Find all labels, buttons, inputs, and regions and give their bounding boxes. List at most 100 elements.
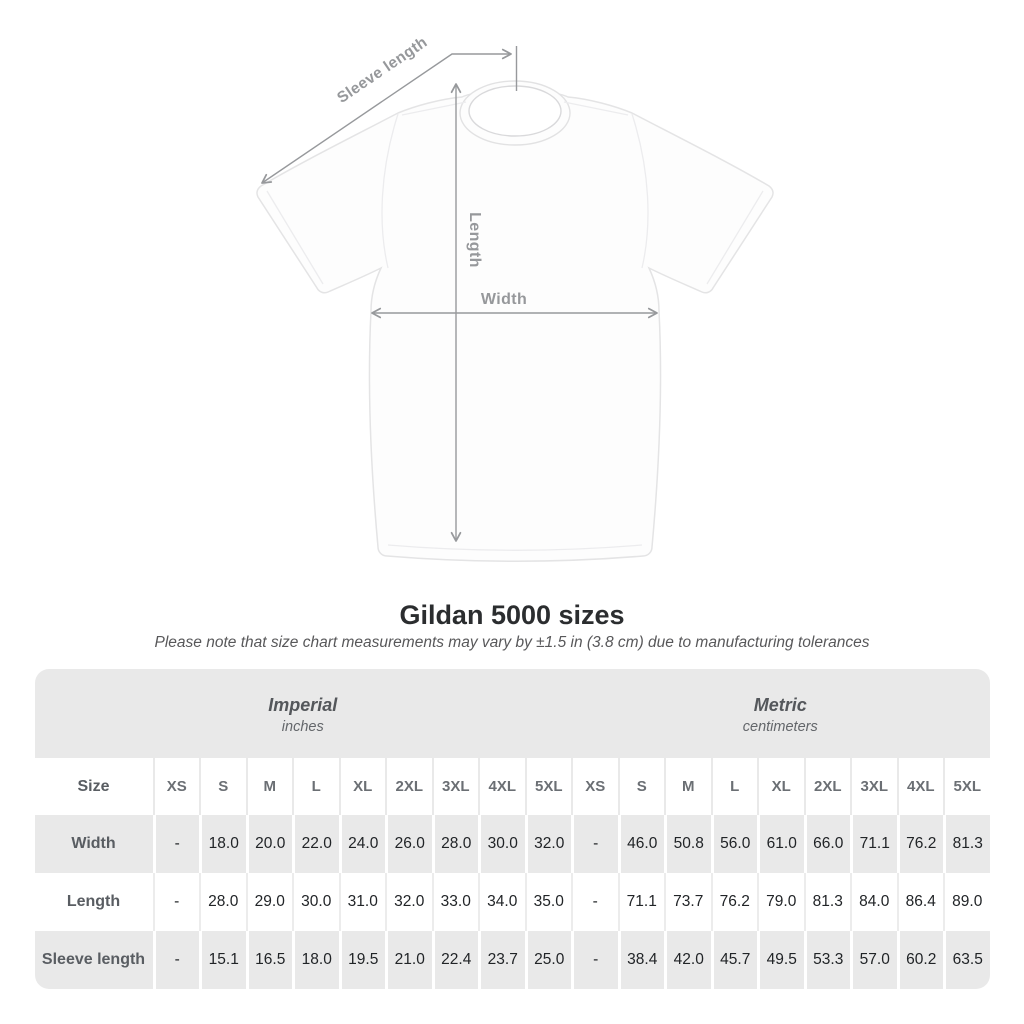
value-cell-imperial: 15.1: [199, 931, 246, 989]
value-cell-metric: 50.8: [664, 815, 711, 873]
table-row: Length -28.0 29.0 30.0 31.0 32.0 33.0 34.0 35.0-…: [35, 873, 990, 931]
value-cell-imperial: -: [152, 815, 199, 873]
value-cell-metric: 89.0: [943, 873, 990, 931]
value-cell-imperial: 33.0: [431, 873, 479, 931]
col-header-cell-imperial: 2XL: [385, 758, 432, 815]
value-cell-metric: 84.0: [850, 873, 897, 931]
value-cell-imperial: 26.0: [385, 815, 432, 873]
value-cell-imperial: 31.0: [338, 873, 386, 931]
value-cell-metric: 71.1: [850, 815, 897, 873]
value-cell-metric: 53.3: [803, 931, 850, 989]
col-header-cell-metric: 3XL: [850, 758, 897, 815]
width-label: Width: [481, 291, 527, 308]
value-cell-metric: 63.5: [943, 931, 990, 989]
value-cell-metric: 42.0: [664, 931, 711, 989]
value-cell-imperial: 25.0: [524, 931, 571, 989]
col-header-cell-metric: 2XL: [803, 758, 851, 815]
value-cell-metric: 79.0: [757, 873, 804, 931]
value-cell-imperial: 29.0: [245, 873, 293, 931]
value-cell-metric: 81.3: [803, 873, 851, 931]
unit-group-header-row: Imperial inches Metric centimeters: [34, 669, 990, 758]
col-header-cell-metric: M: [664, 758, 711, 815]
col-header-cell-imperial: L: [292, 758, 339, 815]
value-cell-metric: 49.5: [757, 931, 804, 989]
col-header-cell-metric: 5XL: [943, 758, 990, 815]
value-cell-imperial: 32.0: [385, 873, 432, 931]
size-table: Imperial inches Metric centimeters Size XS S M L…: [34, 669, 990, 989]
size-column-header: Size: [77, 777, 110, 795]
value-cell-imperial: 24.0: [338, 815, 385, 873]
tshirt-graphic: [256, 80, 774, 562]
col-header-cell-metric: XL: [757, 758, 804, 815]
value-cell-imperial: 28.0: [431, 815, 478, 873]
value-cell-metric: -: [571, 931, 618, 989]
value-cell-metric: 76.2: [710, 873, 758, 931]
value-cell-imperial: 30.0: [478, 815, 525, 873]
unit-group-sublabel: inches: [281, 718, 324, 735]
col-header-cell-metric: 4XL: [896, 758, 944, 815]
measurement-annotations: [261, 46, 658, 542]
value-cell-imperial: 16.5: [245, 931, 292, 989]
col-header-cell-metric: L: [710, 758, 758, 815]
col-header-cell-imperial: M: [245, 758, 293, 815]
row-label-cell: Length: [66, 893, 121, 910]
value-cell-imperial: 18.0: [292, 931, 339, 989]
unit-group-cell: Imperial inches: [34, 669, 571, 758]
value-cell-metric: 56.0: [710, 815, 757, 873]
tolerance-note: Please note that size chart measurements…: [154, 634, 870, 651]
value-cell-imperial: 30.0: [292, 873, 339, 931]
value-cell-metric: -: [571, 815, 618, 873]
value-cell-metric: -: [571, 873, 618, 931]
value-cell-metric: 66.0: [803, 815, 850, 873]
value-cell-imperial: -: [152, 931, 199, 989]
collar-opening: [468, 85, 562, 137]
length-label: Length: [466, 212, 483, 268]
value-cell-imperial: 32.0: [524, 815, 571, 873]
value-cell-imperial: 18.0: [199, 815, 246, 873]
value-cell-metric: 57.0: [850, 931, 897, 989]
col-header-cell-imperial: XS: [152, 758, 200, 815]
page-title: Gildan 5000 sizes: [399, 600, 625, 630]
value-cell-imperial: 20.0: [245, 815, 292, 873]
value-cell-metric: 45.7: [710, 931, 757, 989]
unit-group-label: Metric: [753, 694, 807, 715]
tshirt-measurement-diagram: Sleeve length Length Width: [256, 34, 774, 562]
value-cell-imperial: 19.5: [338, 931, 385, 989]
value-cell-metric: 60.2: [896, 931, 943, 989]
sleeve-length-label: Sleeve length: [334, 34, 431, 107]
value-cell-metric: 46.0: [617, 815, 664, 873]
col-header-cell-imperial: 4XL: [478, 758, 525, 815]
col-header-cell-metric: S: [617, 758, 665, 815]
table-row: Sleeve length -15.1 16.5 18.0 19.5 21.0 22.4 23…: [34, 931, 990, 989]
value-cell-imperial: -: [152, 873, 200, 931]
value-cell-metric: 71.1: [617, 873, 665, 931]
value-cell-imperial: 34.0: [478, 873, 525, 931]
value-cell-imperial: 35.0: [524, 873, 572, 931]
value-cell-imperial: 22.0: [292, 815, 339, 873]
value-cell-metric: 61.0: [757, 815, 804, 873]
unit-group-label: Imperial: [268, 694, 338, 715]
value-cell-metric: 76.2: [896, 815, 943, 873]
value-cell-imperial: 22.4: [431, 931, 478, 989]
row-label-cell: Sleeve length: [34, 931, 153, 989]
unit-group-sublabel: centimeters: [742, 718, 818, 735]
tshirt-outline: [256, 89, 774, 562]
col-header-cell-imperial: XL: [338, 758, 386, 815]
value-cell-metric: 38.4: [617, 931, 664, 989]
col-header-cell-imperial: 5XL: [524, 758, 572, 815]
col-header-cell-metric: XS: [571, 758, 618, 815]
value-cell-metric: 73.7: [664, 873, 711, 931]
row-label-cell: Width: [34, 815, 153, 873]
value-cell-imperial: 28.0: [199, 873, 246, 931]
col-header-cell-imperial: 3XL: [431, 758, 479, 815]
value-cell-metric: 86.4: [896, 873, 944, 931]
size-header-row: Size XS S M L XL 2XL 3XL 4XL 5XL XS S M L XL 2XL 3XL 4XL 5…: [34, 758, 990, 815]
table-row: Width -18.0 20.0 22.0 24.0 26.0 28.0 30.0 32.0-4…: [34, 815, 990, 873]
value-cell-imperial: 21.0: [385, 931, 432, 989]
value-cell-imperial: 23.7: [478, 931, 525, 989]
unit-group-cell: Metric centimeters: [571, 669, 990, 758]
sleeve-length-arrow: [261, 48, 512, 184]
value-cell-metric: 81.3: [943, 815, 990, 873]
col-header-cell-imperial: S: [199, 758, 246, 815]
